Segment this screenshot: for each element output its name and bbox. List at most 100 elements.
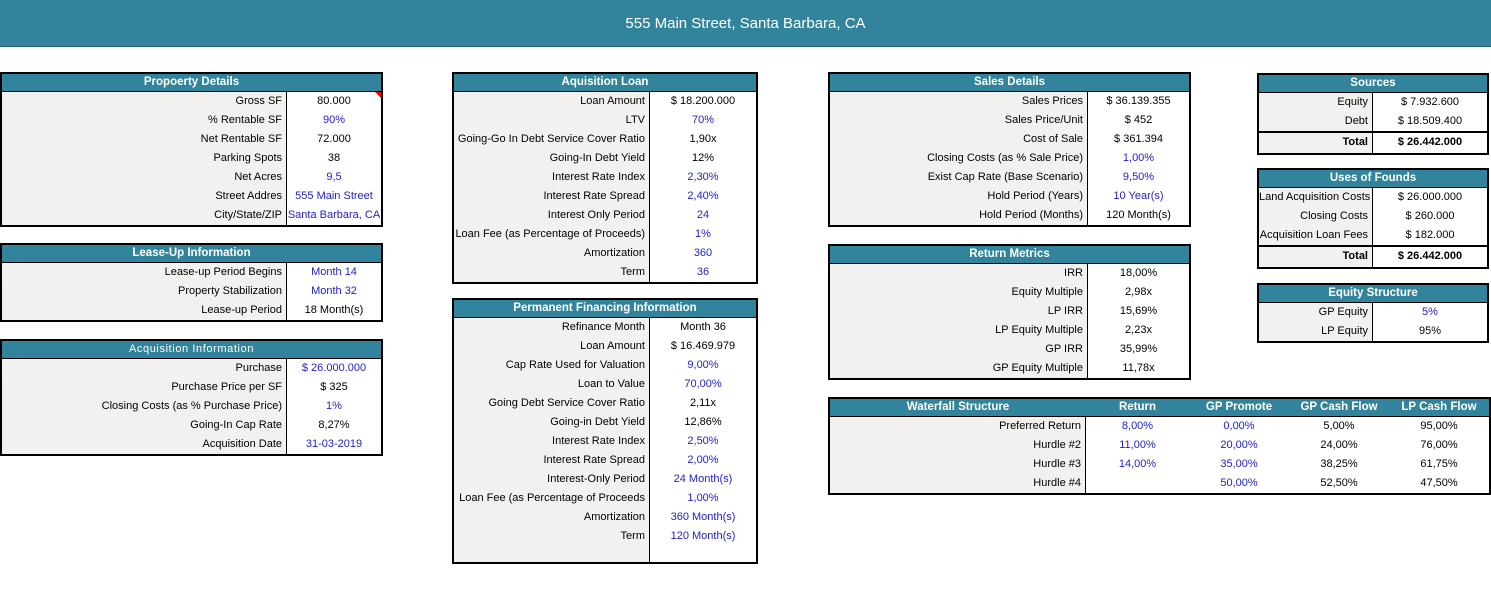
cell-value[interactable]: 47,50% (1389, 474, 1489, 493)
cell-value[interactable]: 2,98x (1088, 283, 1189, 302)
column-header: LP Cash Flow (1401, 401, 1477, 413)
cell-value[interactable]: 120 Month(s) (650, 527, 756, 546)
cell-value[interactable]: 95,00% (1389, 417, 1489, 436)
cell-value[interactable]: $ 18.509.400 (1373, 112, 1487, 131)
table-row: LP Equity 95% (1259, 322, 1487, 341)
cell-value[interactable]: $ 36.139.355 (1088, 92, 1189, 111)
cell-value[interactable]: 5,00% (1289, 417, 1389, 436)
cell-value[interactable]: 12,86% (650, 413, 756, 432)
cell-value[interactable]: $ 16.469.979 (650, 337, 756, 356)
row-label: Interest Rate Index (454, 168, 650, 187)
cell-value[interactable]: 24 (650, 206, 756, 225)
cell-value[interactable]: 11,78x (1088, 359, 1189, 378)
cell-value[interactable]: 24 Month(s) (650, 470, 756, 489)
row-label (454, 546, 650, 562)
cell-value[interactable]: Month 14 (287, 263, 381, 282)
row-label: Sales Prices (830, 92, 1088, 111)
cell-value[interactable]: 2,40% (650, 187, 756, 206)
cell-value[interactable]: 52,50% (1289, 474, 1389, 493)
cell-value[interactable]: Month 36 (650, 318, 756, 337)
cell-value[interactable]: $ 452 (1088, 111, 1189, 130)
cell-value[interactable]: 80.000 (287, 92, 381, 111)
cell-value[interactable]: 15,69% (1088, 302, 1189, 321)
cell-value[interactable]: $ 26.442.000 (1373, 133, 1487, 153)
cell-value[interactable]: 120 Month(s) (1088, 206, 1189, 225)
cell-value[interactable]: 360 Month(s) (650, 508, 756, 527)
row-label: GP Equity Multiple (830, 359, 1088, 378)
sales-details-table: Sales Details Sales Prices $ 36.139.355 Sal… (828, 72, 1191, 227)
row-label: Refinance Month (454, 318, 650, 337)
cell-value[interactable]: 8,00% (1086, 417, 1189, 436)
cell-value[interactable]: 18,00% (1088, 264, 1189, 283)
cell-value[interactable]: 8,27% (287, 416, 381, 435)
table-title: Sales Details (830, 74, 1189, 92)
cell-value[interactable]: 38,25% (1289, 455, 1389, 474)
cell-value[interactable]: Month 32 (287, 282, 381, 301)
cell-value[interactable]: 38 (287, 149, 381, 168)
cell-value[interactable]: $ 182.000 (1373, 226, 1487, 245)
page-title: 555 Main Street, Santa Barbara, CA (625, 14, 866, 32)
cell-value[interactable]: $ 26.442.000 (1373, 247, 1487, 267)
cell-value[interactable]: 95% (1373, 322, 1487, 341)
cell-value[interactable]: 76,00% (1389, 436, 1489, 455)
cell-value[interactable]: 35,99% (1088, 340, 1189, 359)
cell-value[interactable]: 50,00% (1189, 474, 1289, 493)
row-label: Hurdle #3 (830, 455, 1086, 474)
cell-value[interactable]: 9,5 (287, 168, 381, 187)
cell-value[interactable]: $ 260.000 (1373, 207, 1487, 226)
cell-value[interactable]: 36 (650, 263, 756, 282)
cell-value[interactable]: 31-03-2019 (287, 435, 381, 454)
cell-value[interactable]: 70% (650, 111, 756, 130)
cell-value[interactable]: 35,00% (1189, 455, 1289, 474)
cell-value[interactable]: 1% (287, 397, 381, 416)
table-row: Parking Spots 38 (2, 149, 381, 168)
cell-value[interactable]: 14,00% (1086, 455, 1189, 474)
cell-value[interactable]: 1,00% (1088, 149, 1189, 168)
cell-value[interactable]: 2,50% (650, 432, 756, 451)
cell-value[interactable]: $ 26.000.000 (287, 359, 381, 378)
cell-value[interactable]: 360 (650, 244, 756, 263)
table-row: Loan Amount $ 18.200.000 (454, 92, 756, 111)
cell-value[interactable]: 18 Month(s) (287, 301, 381, 320)
cell-value[interactable]: 555 Main Street (287, 187, 381, 206)
table-row: % Rentable SF 90% (2, 111, 381, 130)
cell-value[interactable]: 12% (650, 149, 756, 168)
cell-value[interactable]: 2,23x (1088, 321, 1189, 340)
cell-value[interactable]: 10 Year(s) (1088, 187, 1189, 206)
cell-value[interactable]: 5% (1373, 303, 1487, 322)
cell-value[interactable]: 2,00% (650, 451, 756, 470)
cell-value[interactable]: 2,11x (650, 394, 756, 413)
cell-value[interactable]: $ 7.932.600 (1373, 93, 1487, 112)
table-row: Acquisition Loan Fees $ 182.000 (1259, 226, 1487, 245)
cell-value[interactable]: $ 26.000.000 (1373, 188, 1487, 207)
cell-value[interactable]: $ 361.394 (1088, 130, 1189, 149)
table-row: Gross SF 80.000 (2, 92, 381, 111)
cell-value[interactable]: Santa Barbara, CA (287, 206, 381, 225)
cell-value[interactable] (1086, 474, 1189, 493)
table-title: Return Metrics (830, 246, 1189, 264)
cell-value[interactable]: 70,00% (650, 375, 756, 394)
table-row: Going-In Debt Yield 12% (454, 149, 756, 168)
cell-value[interactable]: 1,90x (650, 130, 756, 149)
cell-value[interactable]: 20,00% (1189, 436, 1289, 455)
cell-value[interactable]: 24,00% (1289, 436, 1389, 455)
cell-value[interactable]: 1,00% (650, 489, 756, 508)
cell-value[interactable]: 9,50% (1088, 168, 1189, 187)
table-title: Waterfall Structure (906, 401, 1010, 413)
cell-value[interactable]: 9,00% (650, 356, 756, 375)
row-label: Interest-Only Period (454, 470, 650, 489)
cell-value[interactable]: 61,75% (1389, 455, 1489, 474)
cell-value[interactable]: 11,00% (1086, 436, 1189, 455)
row-label: Closing Costs (as % Purchase Price) (2, 397, 287, 416)
row-label: Lease-up Period Begins (2, 263, 287, 282)
cell-value[interactable]: 0,00% (1189, 417, 1289, 436)
cell-value[interactable]: 90% (287, 111, 381, 130)
table-title: Aquisition Loan (454, 74, 756, 92)
cell-value[interactable]: 2,30% (650, 168, 756, 187)
cell-value[interactable]: $ 325 (287, 378, 381, 397)
row-label: Closing Costs (as % Sale Price) (830, 149, 1088, 168)
cell-value[interactable]: 72.000 (287, 130, 381, 149)
table-row: Loan Amount $ 16.469.979 (454, 337, 756, 356)
cell-value[interactable]: $ 18.200.000 (650, 92, 756, 111)
cell-value[interactable]: 1% (650, 225, 756, 244)
